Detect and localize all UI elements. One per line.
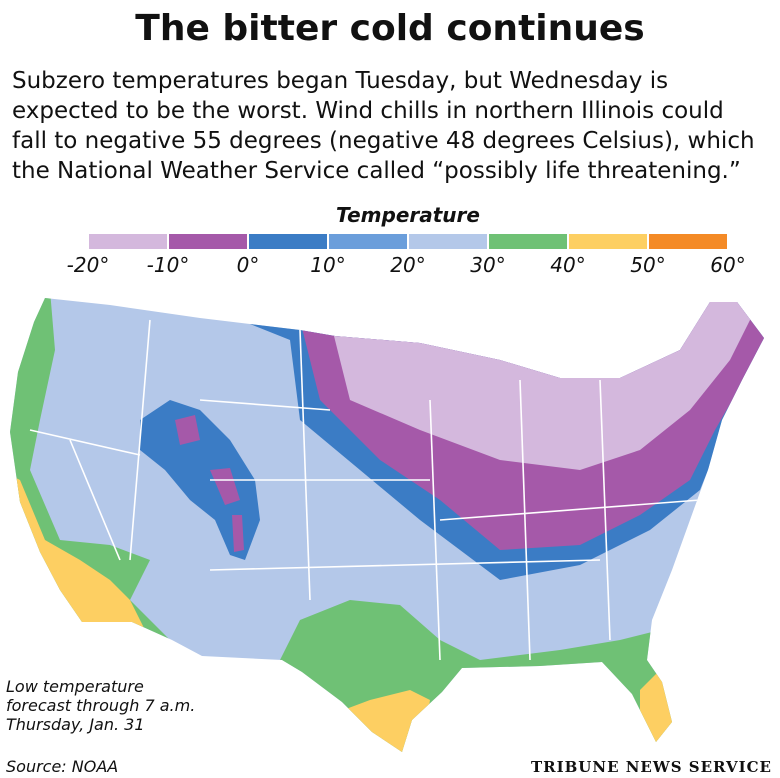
region-rockies (140, 400, 260, 560)
legend-tick-label: -20° (67, 253, 110, 277)
legend-tick-label: 40° (550, 253, 585, 277)
footnote-line: Thursday, Jan. 31 (6, 715, 145, 734)
state-line (519, 379, 531, 661)
legend-tick-label: 0° (237, 253, 260, 277)
subtitle-line: the National Weather Service called “pos… (12, 158, 741, 184)
legend-tick-label: 10° (310, 253, 345, 277)
source: Source: NOAA (6, 757, 118, 776)
legend-swatch (249, 234, 327, 249)
state-line (429, 399, 441, 661)
state-line (29, 429, 141, 456)
state-lines (29, 319, 701, 661)
legend-swatch (329, 234, 407, 249)
legend-tick-label: -10° (147, 253, 190, 277)
subtitle-line: expected to be the worst. Wind chills in… (12, 98, 724, 124)
state-line (439, 499, 701, 521)
footnote-line: forecast through 7 a.m. (6, 696, 195, 715)
legend-title: Temperature (336, 203, 480, 227)
legend-tick-label: 60° (710, 253, 745, 277)
legend-swatch (489, 234, 567, 249)
legend-swatch (409, 234, 487, 249)
title: The bitter cold continues (135, 8, 644, 49)
credit: TRIBUNE NEWS SERVICE (531, 758, 772, 776)
legend-swatch (569, 234, 647, 249)
subtitle: Subzero temperatures began Tuesday, but … (12, 68, 755, 184)
legend-tick-label: 30° (470, 253, 505, 277)
subtitle-line: Subzero temperatures began Tuesday, but … (12, 68, 668, 94)
legend-swatch (169, 234, 247, 249)
state-line (599, 379, 611, 641)
footnote-line: Low temperature (6, 677, 144, 696)
legend: -20° -10° 0° 10° 20° 30° 40° 50° 60° (67, 234, 746, 277)
legend-tick-label: 20° (390, 253, 425, 277)
legend-tick-label: 50° (630, 253, 665, 277)
state-line (69, 439, 121, 561)
state-line (199, 399, 331, 411)
legend-swatch (649, 234, 727, 249)
state-line (209, 559, 601, 571)
legend-swatch (89, 234, 167, 249)
subtitle-line: fall to negative 55 degrees (negative 48… (12, 128, 755, 154)
state-line (299, 329, 311, 601)
state-line (129, 319, 151, 561)
region-rockies-cold (175, 415, 244, 552)
